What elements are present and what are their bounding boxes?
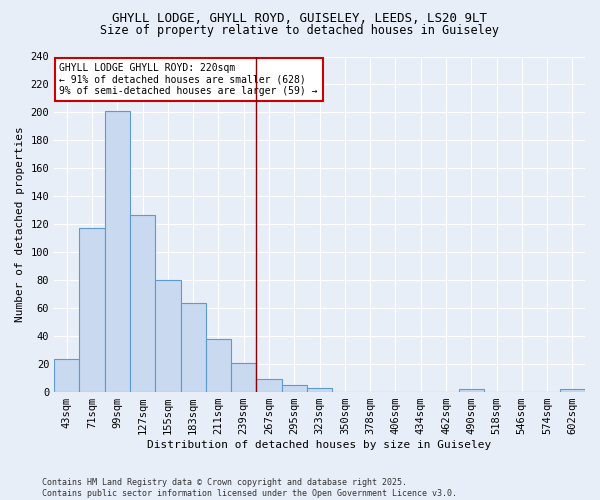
Text: GHYLL LODGE GHYLL ROYD: 220sqm
← 91% of detached houses are smaller (628)
9% of : GHYLL LODGE GHYLL ROYD: 220sqm ← 91% of … xyxy=(59,63,318,96)
Bar xyxy=(130,214,155,392)
Bar xyxy=(181,302,206,392)
Bar xyxy=(105,111,130,392)
Bar xyxy=(560,390,585,392)
Bar xyxy=(256,380,281,392)
Text: GHYLL LODGE, GHYLL ROYD, GUISELEY, LEEDS, LS20 9LT: GHYLL LODGE, GHYLL ROYD, GUISELEY, LEEDS… xyxy=(113,12,487,26)
Y-axis label: Number of detached properties: Number of detached properties xyxy=(15,126,25,322)
Bar xyxy=(79,228,105,392)
Text: Contains HM Land Registry data © Crown copyright and database right 2025.
Contai: Contains HM Land Registry data © Crown c… xyxy=(42,478,457,498)
Bar xyxy=(281,385,307,392)
X-axis label: Distribution of detached houses by size in Guiseley: Distribution of detached houses by size … xyxy=(148,440,492,450)
Bar xyxy=(54,358,79,392)
Bar xyxy=(458,390,484,392)
Bar xyxy=(155,280,181,392)
Text: Size of property relative to detached houses in Guiseley: Size of property relative to detached ho… xyxy=(101,24,499,37)
Bar xyxy=(206,339,231,392)
Bar xyxy=(231,362,256,392)
Bar xyxy=(307,388,332,392)
